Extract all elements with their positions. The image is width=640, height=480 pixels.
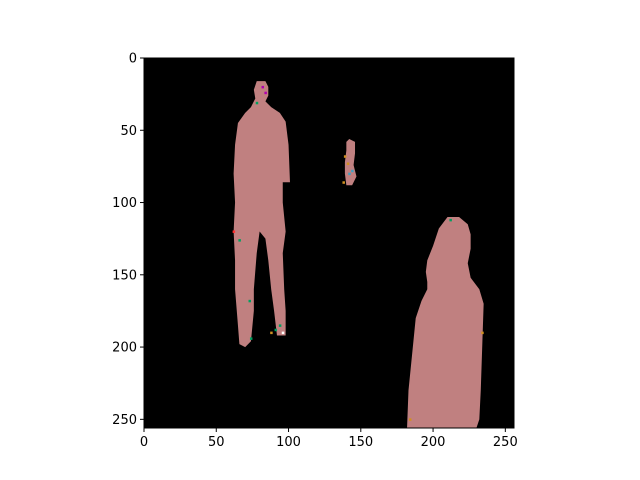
mask-speck: [248, 299, 252, 303]
mask-speck: [278, 324, 282, 327]
mask-region-person-left: [233, 81, 290, 348]
segmentation-specks: [232, 85, 484, 421]
x-tick-label: 250: [493, 435, 518, 450]
x-tick-label: 50: [208, 435, 225, 450]
mask-speck: [232, 230, 236, 233]
mask-speck: [342, 181, 345, 184]
mask-speck: [261, 85, 265, 89]
y-tick-label: 50: [120, 124, 137, 139]
mask-speck: [343, 155, 347, 158]
y-tick-label: 0: [129, 52, 137, 67]
x-axis: 0 50 100 150 200 250: [140, 428, 518, 450]
mask-speck: [238, 239, 241, 242]
mask-speck: [449, 218, 452, 222]
mask-region-small-figure: [344, 138, 357, 186]
x-tick-label: 100: [276, 435, 301, 450]
axes-frame: [143, 57, 515, 429]
x-tick-label: 150: [348, 435, 373, 450]
mask-speck: [348, 172, 351, 176]
y-tick-label: 250: [112, 413, 137, 428]
y-tick-label: 100: [112, 196, 137, 211]
y-axis: 0 50 100 150 200 250: [112, 52, 144, 428]
mask-region-person-right: [407, 216, 484, 428]
mask-speck: [264, 91, 267, 95]
mask-speck: [281, 331, 285, 335]
mask-speck: [274, 328, 278, 332]
x-tick-label: 200: [421, 435, 446, 450]
mask-speck: [351, 169, 354, 173]
y-tick-label: 200: [112, 341, 137, 356]
mask-speck: [255, 101, 259, 105]
y-tick-label: 150: [112, 268, 137, 283]
mask-speck: [481, 331, 484, 335]
mask-speck: [346, 162, 350, 166]
mask-speck: [408, 418, 412, 421]
plot-area: [143, 57, 515, 429]
segmentation-regions: [233, 81, 484, 428]
x-tick-label: 0: [140, 435, 148, 450]
mask-speck: [249, 337, 253, 340]
mask-speck: [270, 331, 273, 335]
